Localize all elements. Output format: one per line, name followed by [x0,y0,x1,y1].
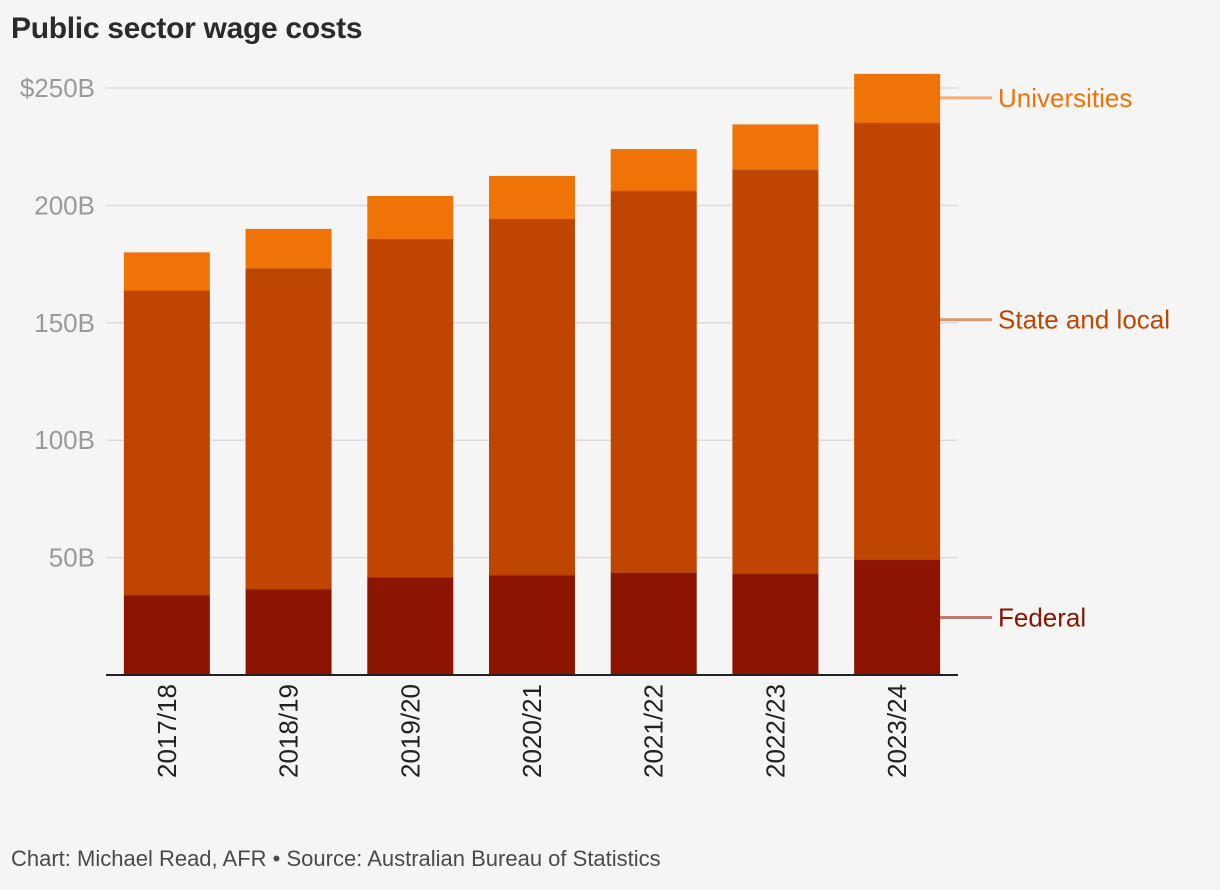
bar-segment-state-and-local [489,219,575,576]
bar-segment-universities [854,73,941,124]
bar-segment-universities [367,196,454,240]
x-tick-label: 2022/23 [760,684,790,778]
legend-label-universities: Universities [998,83,1132,113]
bar-segment-state-and-local [732,170,819,575]
x-tick-label: 2020/21 [517,684,547,778]
y-axis-labels: 50B 100B 150B 200B $250B [20,73,95,573]
x-tick-label: 2019/20 [395,684,425,778]
bar-segment-state-and-local [610,191,697,573]
x-axis-labels: 2017/18 2018/19 2019/20 2020/21 2021/22 2022/… [152,684,912,778]
bars [123,73,941,675]
bar-segment-universities [245,228,332,269]
y-tick-label: 150B [34,308,95,338]
chart-title: Public sector wage costs [11,12,363,45]
x-tick-label: 2021/22 [639,684,669,778]
bar-segment-universities [732,124,819,171]
x-tick-label: 2023/24 [882,684,912,778]
y-tick-label: 50B [49,543,95,573]
bar-segment-state-and-local [854,123,941,560]
bar-segment-federal [489,575,575,675]
bar-segment-federal [245,589,332,675]
bar-segment-state-and-local [367,239,454,578]
bar-segment-universities [489,176,575,220]
bar-segment-federal [123,595,210,675]
chart-footer: Chart: Michael Read, AFR • Source: Austr… [11,846,661,871]
legend-label-state-and-local: State and local [998,305,1170,335]
bar-segment-federal [854,559,941,675]
bar-segment-federal [367,577,454,675]
bar-segment-federal [732,574,819,675]
legend-label-federal: Federal [998,602,1086,632]
bar-segment-state-and-local [123,291,210,596]
bar-segment-federal [610,572,697,675]
y-tick-label: 200B [34,190,95,220]
y-tick-label: $250B [20,73,95,103]
bar-segment-universities [610,149,697,192]
y-tick-label: 100B [34,425,95,455]
legend: Federal State and local Universities [940,83,1170,632]
x-tick-label: 2017/18 [152,684,182,778]
x-tick-label: 2018/19 [274,684,304,778]
bar-segment-universities [123,252,210,292]
bar-segment-state-and-local [245,268,332,590]
